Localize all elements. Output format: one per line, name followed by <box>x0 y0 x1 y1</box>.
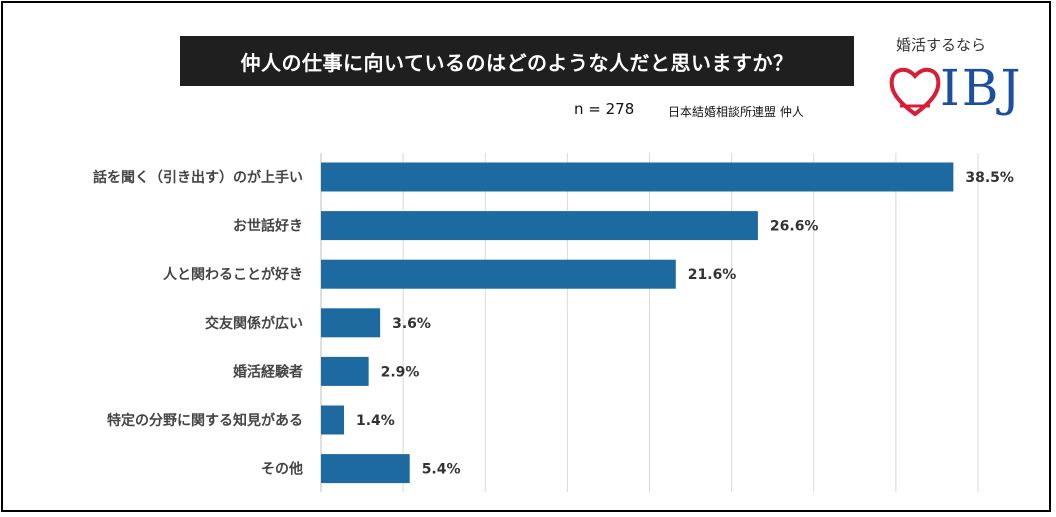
value-label: 38.5% <box>965 170 1014 186</box>
category-label: 交友関係が広い <box>205 315 303 332</box>
value-label: 2.9% <box>381 364 420 380</box>
bar <box>321 454 410 484</box>
value-label: 1.4% <box>356 413 395 429</box>
chart-title: 仲人の仕事に向いているのはどのような人だと思いますか？ <box>180 36 854 86</box>
value-label: 3.6% <box>392 316 431 332</box>
value-label: 26.6% <box>770 219 819 235</box>
bar <box>321 308 381 338</box>
sample-size: n = 278 <box>574 100 635 118</box>
category-label: お世話好き <box>233 218 303 235</box>
category-label: 話を聞く（引き出す）のが上手い <box>93 169 303 186</box>
bar <box>321 259 676 289</box>
value-label: 21.6% <box>688 267 737 283</box>
logo-brand: IBJ <box>940 59 1023 117</box>
ibj-logo: 婚活するなら IBJ <box>876 34 1036 126</box>
bar <box>321 162 954 192</box>
source-label: 日本結婚相談所連盟 仲人 <box>668 105 804 119</box>
heart-icon <box>889 67 941 117</box>
category-label: その他 <box>261 461 303 478</box>
category-label: 婚活経験者 <box>233 363 303 380</box>
bar <box>321 211 758 241</box>
logo-tagline: 婚活するなら <box>896 36 987 54</box>
bar <box>321 356 369 386</box>
category-label: 特定の分野に関する知見がある <box>107 412 303 429</box>
category-label: 人と関わることが好き <box>163 266 303 283</box>
bar <box>321 405 344 435</box>
value-label: 5.4% <box>422 462 461 478</box>
